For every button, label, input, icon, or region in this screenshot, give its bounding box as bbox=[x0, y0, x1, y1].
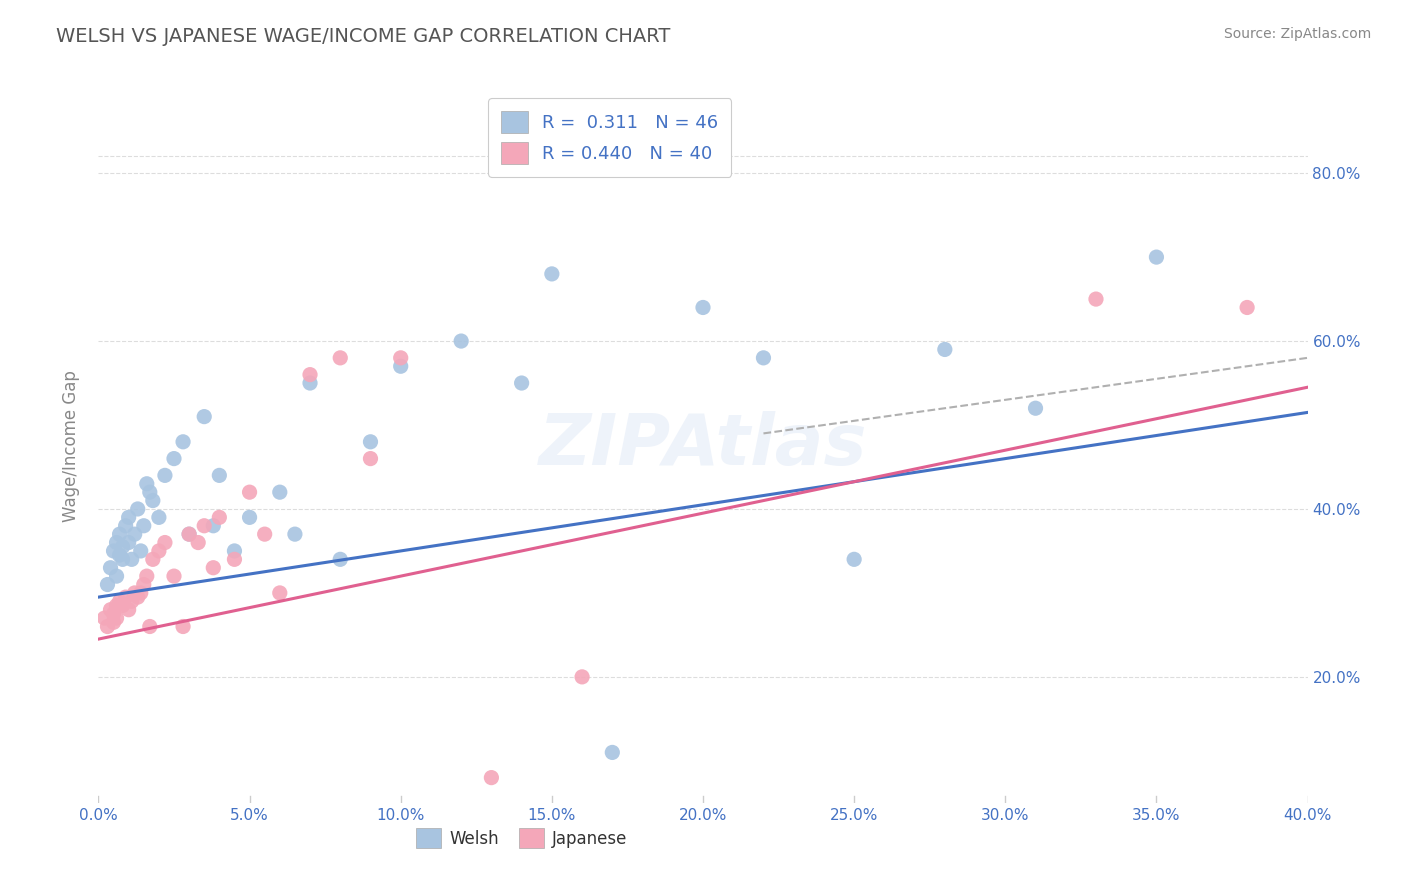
Point bbox=[108, 594, 131, 608]
Point bbox=[202, 518, 225, 533]
Point bbox=[135, 476, 157, 491]
Point bbox=[118, 510, 141, 524]
Point bbox=[132, 577, 155, 591]
Point bbox=[269, 485, 291, 500]
Point bbox=[1024, 401, 1046, 416]
Point bbox=[602, 746, 624, 760]
Point bbox=[1236, 301, 1258, 315]
Point bbox=[108, 548, 131, 562]
Point bbox=[129, 544, 152, 558]
Point bbox=[163, 451, 186, 466]
Point bbox=[132, 518, 155, 533]
Legend: Welsh, Japanese: Welsh, Japanese bbox=[409, 822, 634, 855]
Point bbox=[360, 451, 382, 466]
Point bbox=[96, 577, 118, 591]
Point bbox=[121, 594, 143, 608]
Point bbox=[239, 485, 262, 500]
Point bbox=[103, 544, 125, 558]
Point bbox=[299, 368, 322, 382]
Point bbox=[111, 540, 134, 554]
Point bbox=[269, 586, 291, 600]
Y-axis label: Wage/Income Gap: Wage/Income Gap bbox=[62, 370, 80, 522]
Point bbox=[153, 535, 176, 549]
Point bbox=[139, 619, 162, 633]
Point bbox=[193, 518, 215, 533]
Point bbox=[179, 527, 201, 541]
Point bbox=[135, 569, 157, 583]
Point bbox=[329, 552, 352, 566]
Point bbox=[100, 560, 122, 574]
Point bbox=[208, 510, 231, 524]
Point bbox=[571, 670, 593, 684]
Point bbox=[121, 552, 143, 566]
Point bbox=[153, 468, 176, 483]
Point bbox=[148, 544, 170, 558]
Point bbox=[127, 590, 149, 604]
Point bbox=[187, 535, 209, 549]
Point bbox=[172, 434, 194, 449]
Point bbox=[93, 611, 115, 625]
Point bbox=[129, 586, 152, 600]
Point bbox=[389, 359, 412, 374]
Point bbox=[124, 527, 146, 541]
Point bbox=[172, 619, 194, 633]
Text: ZIPAtlas: ZIPAtlas bbox=[538, 411, 868, 481]
Point bbox=[105, 535, 128, 549]
Point bbox=[105, 599, 128, 613]
Point bbox=[96, 619, 118, 633]
Point bbox=[127, 502, 149, 516]
Point bbox=[111, 599, 134, 613]
Point bbox=[844, 552, 866, 566]
Point bbox=[329, 351, 352, 365]
Point bbox=[934, 343, 956, 357]
Point bbox=[163, 569, 186, 583]
Point bbox=[752, 351, 775, 365]
Point bbox=[540, 267, 562, 281]
Point bbox=[692, 301, 714, 315]
Point bbox=[360, 434, 382, 449]
Point bbox=[105, 569, 128, 583]
Point bbox=[124, 586, 146, 600]
Point bbox=[142, 493, 165, 508]
Point bbox=[224, 544, 246, 558]
Point bbox=[253, 527, 276, 541]
Point bbox=[139, 485, 162, 500]
Text: WELSH VS JAPANESE WAGE/INCOME GAP CORRELATION CHART: WELSH VS JAPANESE WAGE/INCOME GAP CORREL… bbox=[56, 27, 671, 45]
Point bbox=[193, 409, 215, 424]
Point bbox=[239, 510, 262, 524]
Point bbox=[510, 376, 533, 390]
Point bbox=[111, 552, 134, 566]
Point bbox=[118, 603, 141, 617]
Point bbox=[1085, 292, 1108, 306]
Point bbox=[142, 552, 165, 566]
Point bbox=[179, 527, 201, 541]
Point bbox=[103, 615, 125, 630]
Point bbox=[100, 603, 122, 617]
Point bbox=[208, 468, 231, 483]
Point bbox=[481, 771, 503, 785]
Point bbox=[118, 535, 141, 549]
Point bbox=[103, 607, 125, 621]
Point bbox=[114, 590, 136, 604]
Point bbox=[1144, 250, 1167, 264]
Point bbox=[284, 527, 307, 541]
Point bbox=[202, 560, 225, 574]
Point bbox=[105, 611, 128, 625]
Point bbox=[224, 552, 246, 566]
Point bbox=[450, 334, 472, 348]
Point bbox=[114, 518, 136, 533]
Point bbox=[389, 351, 412, 365]
Point bbox=[299, 376, 322, 390]
Point bbox=[108, 527, 131, 541]
Text: Source: ZipAtlas.com: Source: ZipAtlas.com bbox=[1223, 27, 1371, 41]
Point bbox=[148, 510, 170, 524]
